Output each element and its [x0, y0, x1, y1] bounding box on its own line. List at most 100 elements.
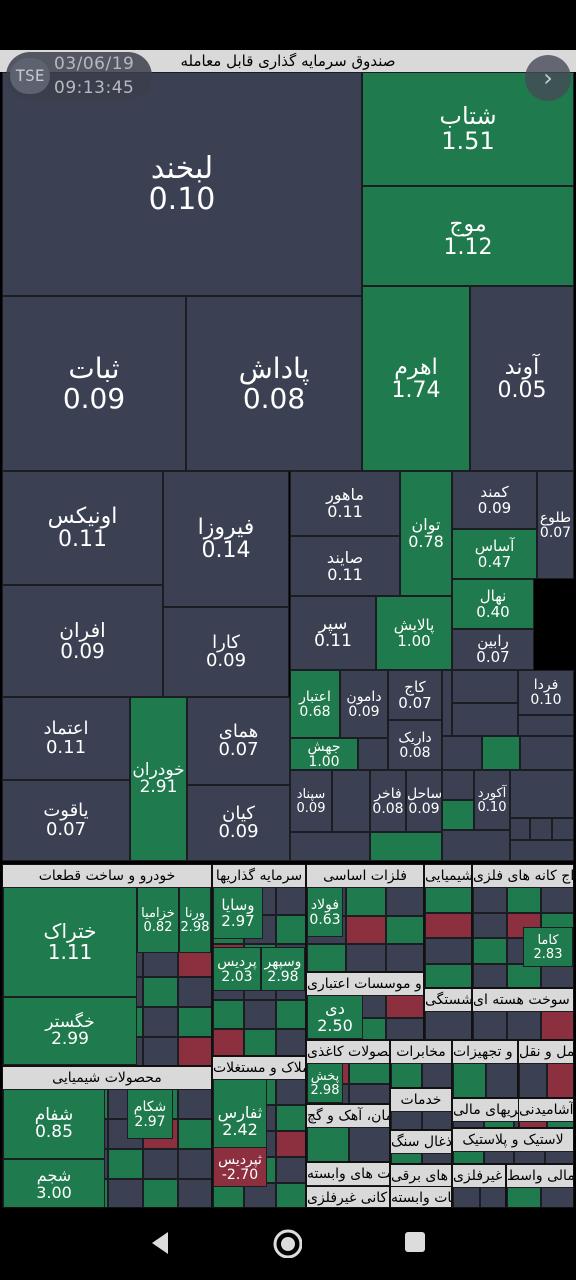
fund-tile[interactable]: اهرم 1.74: [362, 286, 470, 471]
fund-tile-small[interactable]: [290, 832, 370, 861]
stock-tile-small[interactable]: [425, 912, 471, 938]
fund-tile[interactable]: آوند 0.05: [470, 286, 574, 471]
stock-tile-small[interactable]: [385, 887, 423, 916]
stock-tile-small[interactable]: [349, 1127, 389, 1161]
fund-tile[interactable]: فردا 0.10: [518, 670, 574, 715]
stock-tile-small[interactable]: [349, 1063, 389, 1084]
stock-tile-small[interactable]: [519, 1063, 547, 1097]
stock-tile-small[interactable]: [425, 887, 471, 913]
fund-tile[interactable]: رابین 0.07: [452, 629, 534, 670]
stock-tile-small[interactable]: [178, 977, 211, 1007]
fund-tile[interactable]: پالایش 1.00: [376, 596, 452, 670]
fund-tile[interactable]: طلوع 0.07: [537, 471, 574, 579]
fund-tile[interactable]: فاخر 0.08: [370, 770, 406, 832]
stock-tile-small[interactable]: [422, 1063, 451, 1087]
stock-tile-small[interactable]: [385, 995, 423, 1018]
stock-tile-small[interactable]: [519, 1121, 547, 1127]
stock-tile-small[interactable]: [541, 963, 573, 987]
stock-tile-small[interactable]: [480, 1187, 505, 1207]
stock-tile-small[interactable]: [453, 1063, 486, 1097]
fund-tile[interactable]: موج 1.12: [362, 186, 574, 286]
sector-block[interactable]: ماشین آلات و تجهیزات: [452, 1040, 518, 1098]
fund-tile-small[interactable]: [510, 840, 574, 861]
sector-block[interactable]: خودرو و ساخت قطعات ختراک 1.11 خزامیا 0.82 ورن…: [2, 864, 212, 1066]
stock-tile-small[interactable]: [547, 1121, 573, 1127]
sector-block[interactable]: خدمات: [390, 1088, 452, 1130]
fund-tile[interactable]: ثبات 0.09: [2, 296, 186, 471]
sector-block[interactable]: محصولات شیمیایی شفام 0.85 شکام 2.97 شجم 3.00: [2, 1066, 212, 1208]
fund-tile-small[interactable]: [518, 715, 574, 736]
fund-tile[interactable]: ماهور 0.11: [290, 471, 400, 536]
stock-tile-small[interactable]: [422, 1153, 451, 1163]
stock-tile-small[interactable]: [213, 1028, 245, 1055]
fund-tile[interactable]: لبخند 0.10: [2, 72, 362, 296]
sector-block[interactable]: سیمان، آهک و گچ: [306, 1104, 390, 1162]
fund-tile[interactable]: نهال 0.40: [452, 579, 534, 629]
sector-block[interactable]: فرآورده های نفتی، کک و سوخت هسته ای: [472, 988, 574, 1040]
stock-tile[interactable]: شجم 3.00: [3, 1159, 105, 1207]
sector-block[interactable]: کانی های غیرفلزی: [452, 1164, 506, 1208]
stock-tile-small[interactable]: [541, 1011, 573, 1039]
stock-tile-small[interactable]: [544, 1151, 573, 1163]
fund-tile-small[interactable]: [370, 832, 442, 861]
stock-tile-small[interactable]: [391, 1063, 422, 1087]
stock-tile[interactable]: وسپهر 2.98: [261, 947, 305, 991]
stock-tile-small[interactable]: [473, 963, 507, 987]
fund-tile[interactable]: ساحل 0.09: [406, 770, 442, 832]
stock-tile-small[interactable]: [275, 1105, 305, 1131]
stock-tile-small[interactable]: [507, 963, 541, 987]
stock-tile-small[interactable]: [541, 887, 573, 913]
fund-tile[interactable]: اونیکس 0.11: [2, 471, 163, 585]
stock-tile-small[interactable]: [275, 887, 305, 916]
stock-tile-small[interactable]: [275, 1079, 305, 1105]
sector-block[interactable]: لاستیک و پلاستیک: [452, 1128, 574, 1164]
fund-tile[interactable]: کاج 0.07: [388, 670, 442, 720]
sector-block[interactable]: محصولات کانی غیرفلزی: [306, 1186, 390, 1208]
stock-tile-small[interactable]: [391, 1111, 422, 1129]
stock-tile-small[interactable]: [275, 1028, 305, 1055]
sector-block[interactable]: مخابرات: [390, 1040, 452, 1088]
sector-block[interactable]: فعالیتهای کمکی به نهادهای مالی واسط: [506, 1164, 574, 1208]
stock-tile-small[interactable]: [483, 1151, 514, 1163]
stock-tile-small[interactable]: [473, 1011, 507, 1039]
fund-tile-small[interactable]: [482, 736, 520, 770]
stock-tile-small[interactable]: [349, 1084, 389, 1103]
stock-tile-small[interactable]: [143, 977, 178, 1007]
stock-tile-small[interactable]: [178, 1179, 211, 1207]
stock-tile-small[interactable]: [541, 1187, 573, 1207]
fund-tile-small[interactable]: [442, 830, 510, 861]
home-icon[interactable]: [272, 1228, 302, 1258]
stock-tile-small[interactable]: [275, 1000, 305, 1029]
fund-tile[interactable]: داریک 0.08: [388, 720, 442, 770]
fund-tile-small[interactable]: [442, 770, 474, 800]
fund-tile[interactable]: افران 0.09: [2, 585, 163, 697]
stock-tile-small[interactable]: [514, 1151, 545, 1163]
stock-tile-small[interactable]: [385, 1018, 423, 1039]
stock-tile-small[interactable]: [213, 1000, 245, 1029]
stock-tile-small[interactable]: [453, 1121, 484, 1127]
fund-tile-small[interactable]: [452, 703, 518, 736]
fund-tile[interactable]: آساس 0.47: [452, 529, 537, 579]
sector-block[interactable]: استخراج ذغال سنگ: [390, 1130, 452, 1164]
fund-tile[interactable]: اعتبار 0.68: [290, 670, 340, 738]
stock-tile-small[interactable]: [425, 938, 471, 964]
fund-tile[interactable]: خودران 2.91: [130, 697, 187, 861]
fund-tile[interactable]: پاداش 0.08: [186, 296, 362, 471]
fund-tile-small[interactable]: [358, 738, 388, 770]
stock-tile-small[interactable]: [547, 1063, 573, 1097]
stock-tile-small[interactable]: [178, 1149, 211, 1179]
fund-tile[interactable]: دامون 0.09: [340, 670, 388, 738]
fund-tile[interactable]: سپناد 0.09: [290, 770, 332, 832]
stock-tile-small[interactable]: [275, 1183, 305, 1207]
stock-tile[interactable]: شفام 0.85: [3, 1089, 105, 1159]
stock-tile-small[interactable]: [307, 1127, 349, 1161]
stock-tile-small[interactable]: [507, 1011, 541, 1039]
stock-tile-small[interactable]: [178, 1119, 211, 1149]
stock-tile[interactable]: ختراک 1.11: [3, 887, 137, 997]
stock-tile-small[interactable]: [178, 1037, 211, 1065]
stock-tile-small[interactable]: [453, 1151, 484, 1163]
stock-tile-small[interactable]: [425, 1011, 471, 1039]
stock-tile-small[interactable]: [385, 944, 423, 971]
stock-tile-small[interactable]: [143, 1149, 178, 1179]
